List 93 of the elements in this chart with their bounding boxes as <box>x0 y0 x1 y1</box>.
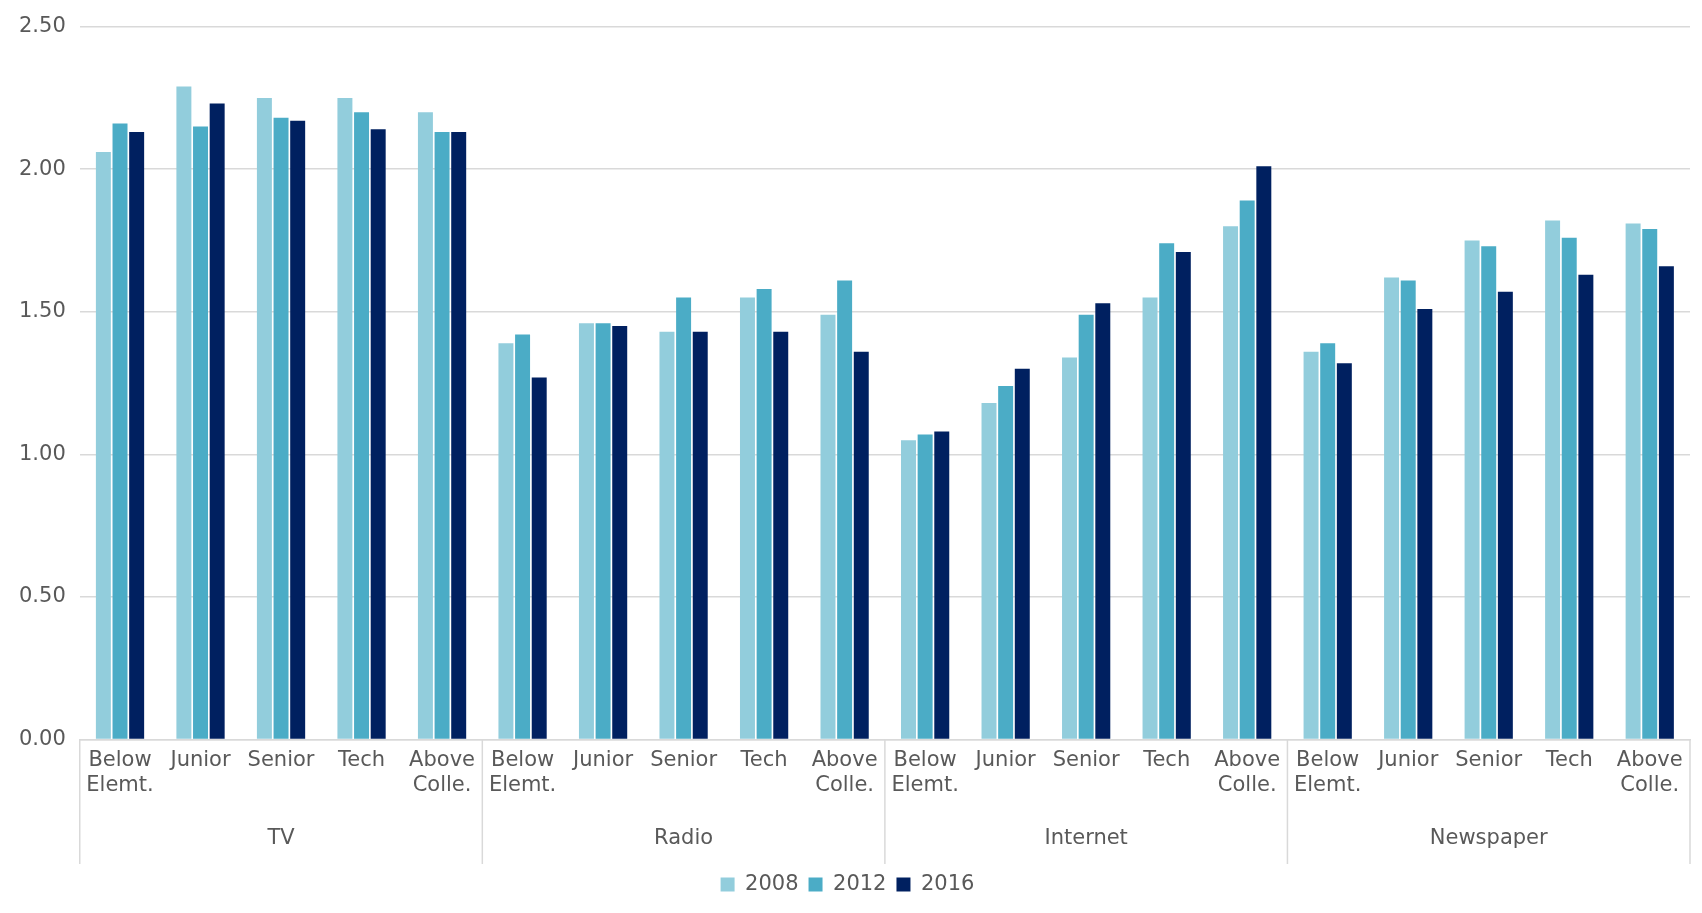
x-tick-label: Tech <box>739 746 788 771</box>
bar <box>1336 363 1352 739</box>
x-tick-label: Junior <box>168 746 231 771</box>
x-tick-label: Below Elemt. <box>891 746 959 796</box>
bar <box>659 331 675 739</box>
bar <box>773 331 789 739</box>
bar <box>498 343 514 739</box>
bar <box>337 97 353 739</box>
x-tick-label: Above Colle. <box>1616 746 1683 796</box>
bar <box>1239 200 1255 739</box>
bar <box>739 297 755 739</box>
y-tick-label: 1.50 <box>18 298 66 323</box>
y-tick-label: 2.50 <box>18 13 66 38</box>
legend-label: 2016 <box>920 870 975 895</box>
x-tick-label: Tech <box>337 746 386 771</box>
bar <box>1417 308 1433 739</box>
x-tick-label: Above Colle. <box>811 746 878 796</box>
text: Newspaper <box>1429 825 1548 850</box>
bar <box>531 377 547 739</box>
bar <box>595 323 611 739</box>
bar <box>901 440 916 739</box>
bar <box>451 132 467 739</box>
bar <box>981 403 997 739</box>
bar <box>1400 280 1416 739</box>
bar <box>578 323 594 739</box>
x-tick-label: Below Elemt. <box>1294 746 1362 796</box>
bar <box>837 280 853 739</box>
bar <box>1658 266 1674 739</box>
bar <box>1078 314 1094 739</box>
bar <box>290 120 306 739</box>
bar <box>1303 351 1319 739</box>
bar <box>1464 240 1480 739</box>
x-tick-label: Junior <box>973 746 1037 771</box>
bar <box>1014 368 1030 739</box>
bar <box>676 297 692 739</box>
bar <box>193 126 209 739</box>
bar <box>273 117 289 739</box>
x-tick-label: Junior <box>571 746 634 771</box>
legend-label: 2008 <box>745 870 799 895</box>
bar <box>1095 303 1111 739</box>
bar <box>1481 246 1497 739</box>
bar <box>354 112 370 739</box>
bar <box>692 331 708 739</box>
y-tick-label: 2.00 <box>18 155 66 180</box>
bar <box>417 112 433 739</box>
bar <box>934 431 950 739</box>
bar <box>612 326 628 739</box>
bar <box>1062 357 1078 739</box>
bar <box>1642 229 1658 739</box>
bar <box>1625 223 1641 739</box>
x-tick-label: Below Elemt. <box>488 746 557 796</box>
bar <box>1256 166 1272 739</box>
bar <box>434 132 450 739</box>
x-tick-label: Senior <box>1052 746 1120 771</box>
text: Internet <box>1044 825 1128 850</box>
x-tick-label: Above Colle. <box>409 746 476 796</box>
bar <box>1223 226 1239 739</box>
bar <box>853 351 869 739</box>
bar <box>998 385 1014 739</box>
y-tick-label: 1.00 <box>18 440 66 465</box>
bar <box>112 123 128 739</box>
x-tick-label: Senior <box>247 746 315 771</box>
x-tick-label: Senior <box>650 746 718 771</box>
bar <box>1561 237 1577 739</box>
text: Radio <box>654 825 714 850</box>
bar <box>256 97 272 739</box>
bar <box>1578 274 1594 739</box>
x-tick-label: Tech <box>1142 746 1191 771</box>
bar <box>1497 291 1513 739</box>
bar <box>515 334 531 739</box>
bar <box>1142 297 1158 739</box>
bar <box>820 314 836 739</box>
bar <box>95 152 111 739</box>
legend-label: 2012 <box>833 870 887 895</box>
bar <box>176 86 192 739</box>
bar <box>756 288 772 739</box>
x-tick-label: Above Colle. <box>1214 746 1281 796</box>
text: TV <box>266 825 296 850</box>
bar <box>917 434 933 739</box>
x-tick-label: Junior <box>1376 746 1439 771</box>
x-tick-label: Tech <box>1544 746 1593 771</box>
bar <box>1545 220 1561 739</box>
bar <box>1384 277 1400 739</box>
x-tick-label: Senior <box>1455 746 1523 771</box>
bar <box>209 103 225 739</box>
y-tick-label: 0.50 <box>18 583 66 608</box>
x-tick-label: Below Elemt. <box>86 746 154 796</box>
bar <box>1175 251 1191 739</box>
bar <box>1320 343 1336 739</box>
bar <box>129 132 145 739</box>
bar <box>1159 243 1175 739</box>
y-tick-label: 0.00 <box>18 726 66 751</box>
bar <box>370 129 386 739</box>
